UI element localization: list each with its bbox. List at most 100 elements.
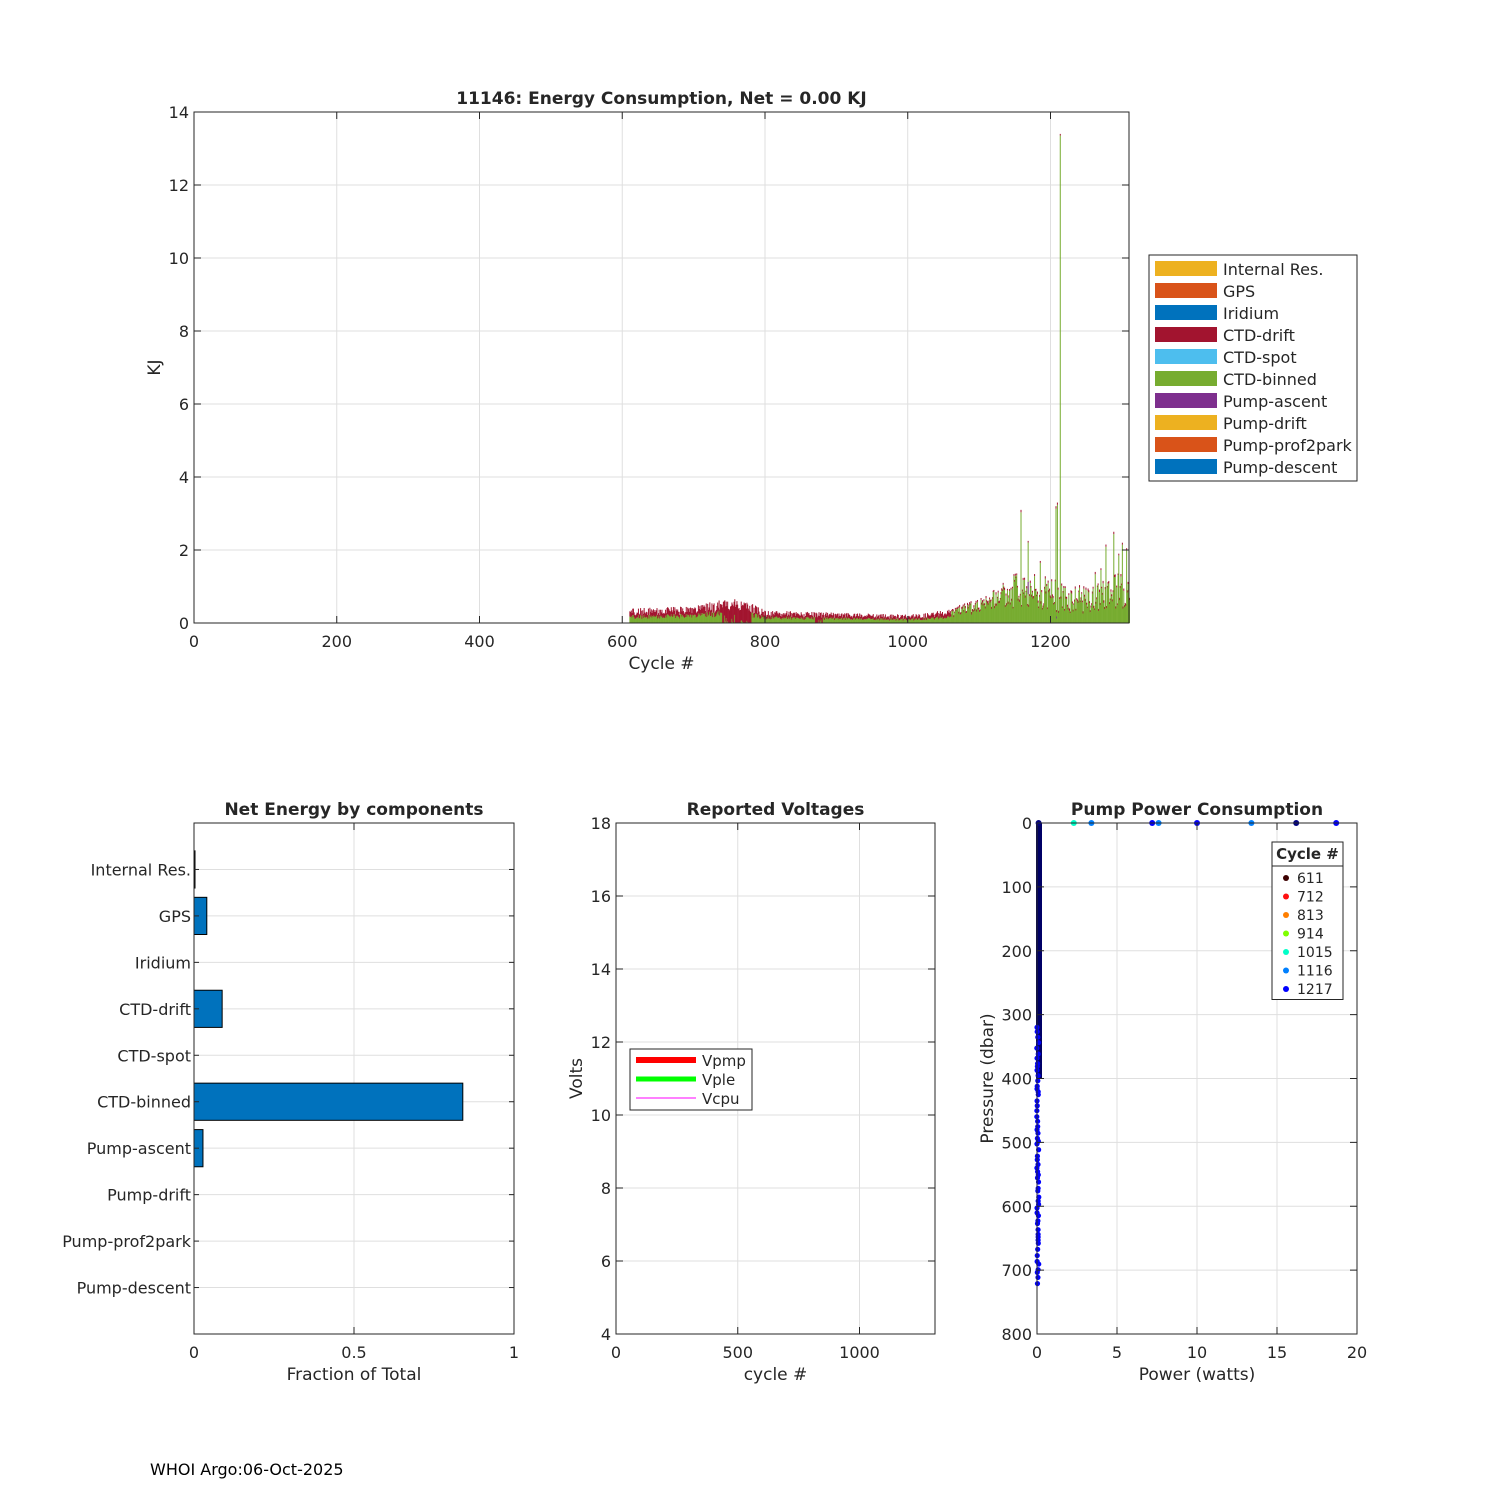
energy-bar-ctd-drift (712, 604, 714, 614)
energy-bar-ctd-binned (645, 616, 647, 623)
energy-bar-ctd-binned (667, 614, 669, 623)
energy-bar-ctd-binned (894, 619, 896, 623)
energy-bar-ctd-drift (764, 611, 766, 617)
energy-bar-ctd-binned (732, 621, 734, 623)
energy-bar-ctd-binned (929, 618, 931, 623)
energy-bar-ctd-binned (971, 610, 973, 623)
energy-bar-ctd-drift (725, 601, 727, 619)
energy-bar-ctd-drift (895, 618, 897, 621)
energy-bar-ctd-binned (841, 617, 843, 623)
energy-bar-ctd-drift (1116, 585, 1118, 588)
energy-bar-ctd-binned (901, 619, 903, 623)
energy-bar-ctd-drift (680, 607, 682, 615)
energy-bar-ctd-binned (800, 617, 802, 623)
legend-marker (1283, 967, 1289, 974)
energy-bar-ctd-binned (672, 614, 674, 623)
energy-bar-ctd-drift (746, 602, 748, 621)
energy-bar-ctd-binned (680, 614, 682, 623)
energy-bar-ctd-binned (725, 621, 727, 623)
energy-bar-ctd-binned (966, 612, 968, 623)
pump-point (1034, 1220, 1041, 1227)
energy-bar-ctd-binned (824, 620, 826, 623)
energy-bar-ctd-drift (1091, 591, 1093, 594)
energy-bar-ctd-drift (1070, 590, 1072, 593)
energy-bar-ctd-drift (819, 615, 821, 623)
energy-bar-ctd-drift (955, 609, 957, 612)
energy-bar-ctd-drift (710, 610, 712, 617)
energy-bar-ctd-drift (666, 608, 668, 615)
energy-bar-ctd-drift (915, 614, 917, 619)
energy-bar-ctd-drift (1121, 542, 1123, 545)
energy-bar-ctd-binned (904, 618, 906, 623)
energy-bar-ctd-drift (771, 615, 773, 620)
energy-bar-ctd-binned (687, 615, 689, 623)
energy-bar-ctd-binned (717, 611, 719, 623)
energy-bar-ctd-binned (939, 617, 941, 623)
energy-bar-ctd-binned (675, 615, 677, 623)
energy-bar-ctd-drift (820, 612, 822, 620)
energy-bar-ctd-binned (700, 615, 702, 623)
energy-bar-ctd-drift (828, 614, 830, 619)
energy-xlabel: Cycle # (628, 654, 694, 674)
energy-bar-ctd-drift (630, 612, 632, 617)
energy-bar-ctd-binned (911, 618, 913, 623)
energy-bar-ctd-drift (1021, 605, 1023, 607)
energy-bar-ctd-drift (1061, 606, 1063, 608)
energy-bar-ctd-drift (675, 609, 677, 616)
energy-bar-ctd-binned (909, 619, 911, 623)
energy-bar-ctd-binned (987, 605, 989, 623)
energy-bar-ctd-drift (877, 615, 879, 620)
energy-bar-ctd-binned (965, 613, 967, 623)
energy-bar-ctd-drift (943, 614, 945, 619)
energy-bar-ctd-drift (1033, 595, 1035, 598)
energy-bar-ctd-drift (974, 608, 976, 611)
energy-bar-ctd-binned (874, 619, 876, 623)
energy-bar-ctd-drift (1062, 591, 1064, 593)
energy-bar-ctd-drift (983, 599, 985, 601)
energy-bar-ctd-binned (676, 616, 678, 623)
energy-bar-ctd-binned (788, 616, 790, 623)
energy-bar-ctd-drift (965, 611, 967, 614)
energy-bar-ctd-binned (697, 616, 699, 623)
energy-bar-ctd-drift (793, 612, 795, 618)
energy-bar-ctd-drift (823, 615, 825, 619)
y-tick-label: 0 (1022, 814, 1032, 833)
energy-bar-ctd-drift (1111, 594, 1113, 597)
energy-bar-ctd-drift (1014, 579, 1016, 582)
energy-bar-ctd-drift (1010, 587, 1012, 590)
energy-bar-ctd-drift (834, 617, 836, 621)
energy-bar-ctd-binned (1044, 588, 1046, 623)
energy-bar-ctd-binned (922, 620, 924, 623)
energy-bar-ctd-binned (775, 616, 777, 623)
energy-bar-ctd-binned (1053, 604, 1055, 623)
energy-bar-ctd-binned (950, 616, 952, 623)
energy-bar-ctd-drift (900, 614, 902, 619)
energy-bar-ctd-binned (1029, 582, 1031, 623)
energy-bar-ctd-drift (1066, 596, 1068, 599)
energy-bar-ctd-drift (1126, 548, 1128, 551)
energy-bar-ctd-drift (855, 616, 857, 620)
energy-bar-ctd-drift (842, 614, 844, 619)
energy-bar-ctd-drift (987, 603, 989, 606)
energy-bar-ctd-drift (715, 611, 717, 617)
energy-bar-ctd-drift (920, 617, 922, 620)
energy-bar-ctd-drift (680, 606, 682, 615)
energy-bar-ctd-drift (988, 600, 990, 604)
energy-bar-ctd-drift (959, 604, 961, 608)
energy-bar-ctd-binned (945, 618, 947, 623)
energy-bar-ctd-binned (799, 618, 801, 623)
energy-bar-ctd-binned (1073, 605, 1075, 623)
energy-bar-ctd-drift (704, 606, 706, 615)
energy-bar-ctd-binned (632, 615, 634, 623)
energy-bar-ctd-binned (705, 612, 707, 623)
energy-bar-ctd-drift (921, 617, 923, 621)
energy-bar-ctd-binned (664, 618, 666, 623)
energy-bar-ctd-drift (792, 613, 794, 618)
energy-bar-ctd-drift (952, 609, 954, 612)
energy-bar-ctd-drift (799, 615, 801, 619)
energy-bar-ctd-drift (918, 614, 920, 619)
energy-bar-ctd-drift (822, 614, 824, 623)
pump-xlabel: Power (watts) (1139, 1365, 1256, 1385)
energy-bar-ctd-drift (866, 615, 868, 619)
